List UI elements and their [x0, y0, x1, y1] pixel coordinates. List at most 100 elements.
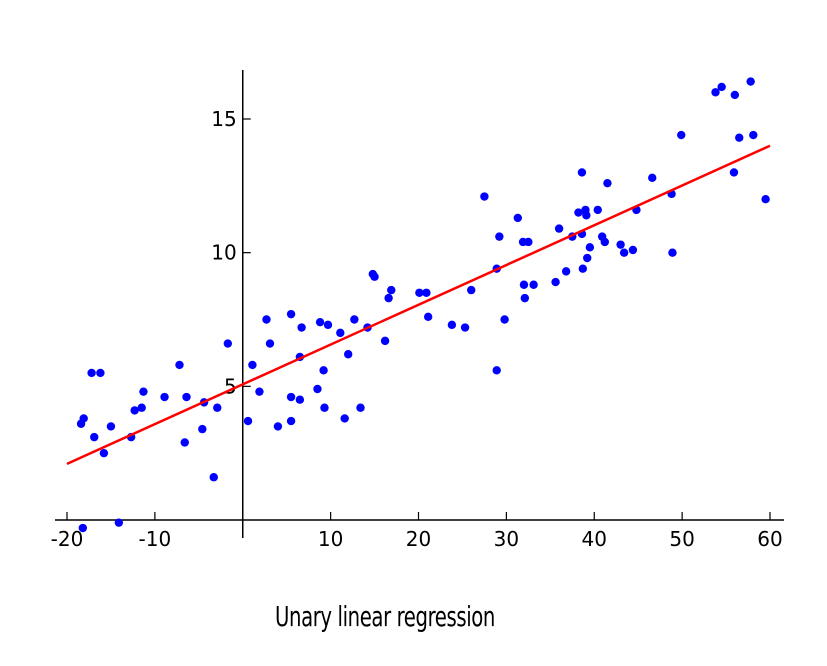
- data-point: [286, 309, 296, 319]
- data-point: [616, 240, 625, 249]
- data-point: [577, 168, 587, 177]
- tick-marks: [66, 118, 771, 520]
- data-point: [593, 205, 602, 215]
- data-point: [574, 208, 583, 217]
- data-point: [529, 280, 538, 289]
- data-point: [356, 403, 365, 412]
- data-point: [561, 267, 571, 276]
- data-point: [160, 392, 169, 402]
- data-point: [182, 392, 191, 402]
- data-point: [387, 285, 396, 295]
- data-point: [265, 339, 275, 348]
- data-point: [492, 366, 501, 375]
- data-point: [749, 130, 758, 140]
- data-point: [495, 232, 504, 241]
- data-point: [273, 422, 283, 431]
- data-point: [130, 406, 139, 415]
- data-point: [340, 414, 349, 423]
- data-points: [76, 77, 770, 533]
- data-point: [295, 395, 305, 404]
- data-point: [480, 192, 489, 201]
- data-point: [384, 293, 393, 303]
- data-point: [519, 280, 529, 289]
- data-point: [648, 173, 657, 183]
- data-point: [729, 168, 739, 177]
- data-point: [99, 448, 109, 458]
- x-tick-label: -20: [51, 527, 84, 551]
- y-tick-label: 15: [211, 107, 236, 131]
- data-point: [500, 315, 509, 324]
- data-point: [423, 312, 433, 322]
- data-point: [286, 392, 296, 402]
- data-point: [209, 473, 218, 482]
- data-point: [323, 320, 333, 330]
- data-point: [213, 403, 222, 412]
- data-point: [600, 237, 609, 247]
- data-point: [344, 350, 353, 359]
- data-point: [761, 195, 770, 204]
- data-point: [320, 403, 329, 412]
- data-point: [730, 90, 740, 100]
- x-tick-label: 30: [494, 527, 519, 551]
- chart-caption: Unary linear regression: [275, 600, 495, 633]
- data-point: [96, 368, 105, 378]
- data-point: [106, 422, 116, 431]
- data-point: [467, 285, 476, 295]
- data-point: [243, 416, 253, 426]
- y-tick-label: 5: [224, 374, 237, 398]
- x-tick-label: 50: [669, 527, 694, 551]
- data-point: [585, 243, 595, 252]
- data-point: [447, 320, 457, 330]
- data-point: [262, 315, 271, 324]
- data-point: [603, 178, 612, 188]
- data-point: [79, 414, 88, 423]
- x-tick-label: 40: [582, 527, 607, 551]
- data-point: [315, 317, 325, 327]
- data-point: [583, 253, 592, 263]
- data-point: [582, 211, 591, 220]
- data-point: [735, 133, 744, 142]
- data-point: [746, 77, 755, 86]
- data-point: [255, 387, 264, 396]
- x-tick-label: 20: [406, 527, 431, 551]
- x-tick-label: 10: [318, 527, 343, 551]
- x-tick-label: -10: [139, 527, 172, 551]
- data-point: [180, 438, 189, 447]
- data-point: [313, 384, 322, 394]
- data-point: [619, 248, 629, 257]
- data-point: [336, 328, 345, 338]
- data-point: [677, 130, 686, 140]
- data-point: [175, 360, 184, 370]
- data-point: [223, 339, 233, 348]
- data-point: [286, 416, 296, 426]
- data-point: [415, 288, 424, 297]
- data-point: [422, 288, 431, 297]
- tick-labels: -20 -10 10 20 30 40 50 60 5 10 15: [51, 107, 783, 551]
- data-point: [248, 360, 257, 370]
- data-point: [668, 248, 677, 257]
- data-point: [319, 366, 328, 375]
- data-point: [137, 403, 146, 412]
- data-point: [717, 82, 726, 92]
- data-point: [198, 424, 207, 434]
- data-point: [90, 432, 99, 442]
- data-point: [551, 277, 560, 287]
- data-point: [114, 518, 124, 527]
- fit-line-group: [66, 144, 771, 465]
- data-point: [87, 368, 96, 378]
- data-point: [350, 315, 359, 324]
- data-point: [524, 237, 533, 247]
- data-point: [513, 213, 522, 223]
- data-point: [139, 387, 148, 396]
- y-tick-label: 10: [211, 241, 236, 265]
- data-point: [711, 88, 720, 97]
- data-point: [628, 245, 638, 255]
- data-point: [554, 224, 564, 233]
- data-point: [460, 323, 470, 332]
- data-point: [578, 264, 588, 273]
- data-point: [380, 336, 390, 346]
- axes: [55, 70, 784, 538]
- data-point: [297, 323, 306, 332]
- data-point: [370, 272, 379, 281]
